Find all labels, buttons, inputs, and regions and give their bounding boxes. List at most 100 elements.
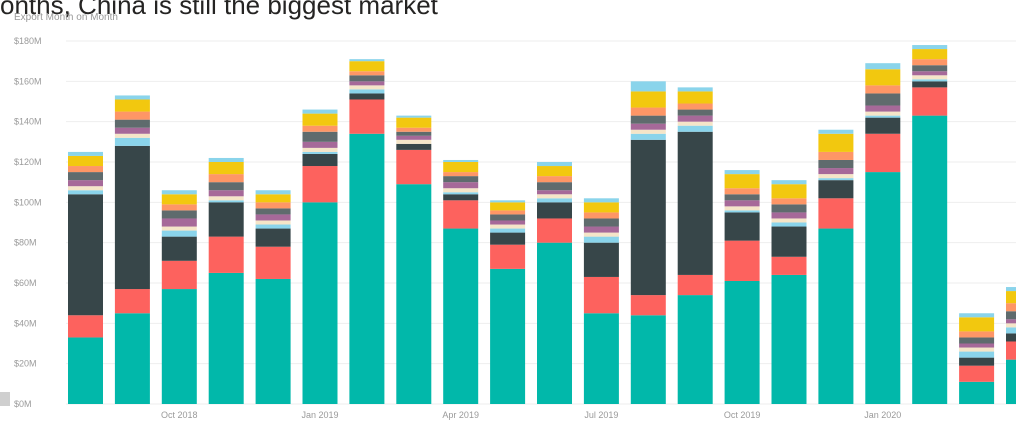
- bar-segment[interactable]: [912, 79, 948, 82]
- bar-segment[interactable]: [68, 166, 103, 173]
- bar-segment[interactable]: [1006, 327, 1016, 334]
- bar-segment[interactable]: [490, 224, 526, 229]
- bar-segment[interactable]: [114, 119, 150, 128]
- bar-segment[interactable]: [771, 222, 807, 227]
- bar-segment[interactable]: [68, 180, 103, 187]
- bar-segment[interactable]: [818, 198, 854, 229]
- bar-segment[interactable]: [208, 157, 244, 162]
- bar-segment[interactable]: [396, 131, 432, 136]
- bar-segment[interactable]: [818, 228, 854, 404]
- bar-segment[interactable]: [208, 174, 244, 183]
- bar-segment[interactable]: [443, 188, 479, 193]
- bar-segment[interactable]: [68, 172, 103, 181]
- bar-segment[interactable]: [865, 111, 901, 116]
- bar-segment[interactable]: [959, 351, 995, 358]
- bar-segment[interactable]: [865, 93, 901, 106]
- bar-segment[interactable]: [771, 180, 807, 185]
- bar-segment[interactable]: [161, 210, 197, 219]
- bar-segment[interactable]: [255, 202, 291, 209]
- bar-segment[interactable]: [302, 147, 338, 152]
- bar-segment[interactable]: [677, 131, 713, 275]
- bar-segment[interactable]: [865, 133, 901, 173]
- bar-segment[interactable]: [537, 166, 572, 177]
- bar-segment[interactable]: [865, 63, 901, 70]
- bar-segment[interactable]: [771, 218, 807, 223]
- bar-segment[interactable]: [583, 218, 619, 227]
- bar-segment[interactable]: [959, 381, 995, 404]
- bar-segment[interactable]: [490, 228, 526, 233]
- bar-segment[interactable]: [68, 155, 103, 167]
- bar-segment[interactable]: [349, 99, 385, 134]
- bar-segment[interactable]: [161, 218, 197, 227]
- bar-segment[interactable]: [490, 232, 526, 245]
- bar-segment[interactable]: [818, 129, 854, 134]
- bar-segment[interactable]: [537, 242, 572, 404]
- bar-segment[interactable]: [302, 125, 338, 132]
- bar-segment[interactable]: [255, 208, 291, 215]
- bar-segment[interactable]: [208, 182, 244, 191]
- bar-segment[interactable]: [490, 214, 526, 221]
- bar-segment[interactable]: [349, 71, 385, 76]
- bar-segment[interactable]: [349, 93, 385, 100]
- bar-segment[interactable]: [161, 260, 197, 290]
- bar-segment[interactable]: [114, 133, 150, 138]
- bar-segment[interactable]: [114, 145, 150, 290]
- bar-stack[interactable]: [208, 157, 244, 404]
- bar-segment[interactable]: [583, 226, 619, 233]
- bar-segment[interactable]: [443, 192, 479, 195]
- bar-segment[interactable]: [771, 226, 807, 257]
- bar-segment[interactable]: [302, 202, 338, 404]
- bar-segment[interactable]: [583, 198, 619, 203]
- bar-stack[interactable]: [114, 95, 150, 404]
- bar-stack[interactable]: [959, 313, 995, 404]
- bar-segment[interactable]: [443, 200, 479, 229]
- bar-segment[interactable]: [490, 244, 526, 269]
- bar-segment[interactable]: [912, 81, 948, 88]
- bar-segment[interactable]: [959, 337, 995, 344]
- bar-segment[interactable]: [677, 274, 713, 296]
- bar-segment[interactable]: [490, 210, 526, 215]
- bar-segment[interactable]: [583, 276, 619, 314]
- bar-stack[interactable]: [537, 162, 572, 404]
- bar-segment[interactable]: [912, 71, 948, 76]
- bar-segment[interactable]: [396, 143, 432, 150]
- bar-segment[interactable]: [537, 202, 572, 219]
- bar-segment[interactable]: [724, 170, 760, 175]
- bar-segment[interactable]: [490, 268, 526, 404]
- bar-stack[interactable]: [1006, 287, 1016, 404]
- bar-segment[interactable]: [818, 168, 854, 175]
- bar-segment[interactable]: [161, 289, 197, 404]
- bar-segment[interactable]: [1006, 311, 1016, 320]
- bar-segment[interactable]: [630, 81, 666, 92]
- bar-segment[interactable]: [255, 194, 291, 203]
- bar-segment[interactable]: [959, 313, 995, 318]
- bar-segment[interactable]: [912, 45, 948, 50]
- bar-segment[interactable]: [865, 105, 901, 112]
- bar-stack[interactable]: [912, 45, 948, 404]
- bar-segment[interactable]: [68, 186, 103, 191]
- bar-segment[interactable]: [630, 107, 666, 116]
- bar-stack[interactable]: [630, 81, 666, 404]
- bar-segment[interactable]: [255, 220, 291, 225]
- bar-segment[interactable]: [396, 115, 432, 118]
- bar-segment[interactable]: [630, 129, 666, 134]
- bar-segment[interactable]: [443, 159, 479, 162]
- bar-segment[interactable]: [865, 85, 901, 94]
- bar-segment[interactable]: [912, 75, 948, 80]
- bar-segment[interactable]: [630, 123, 666, 130]
- bar-segment[interactable]: [677, 125, 713, 132]
- bar-segment[interactable]: [912, 49, 948, 60]
- bar-segment[interactable]: [630, 115, 666, 124]
- bar-segment[interactable]: [912, 115, 948, 404]
- bar-segment[interactable]: [912, 87, 948, 116]
- bar-segment[interactable]: [349, 133, 385, 404]
- bar-segment[interactable]: [771, 204, 807, 213]
- bar-segment[interactable]: [583, 313, 619, 404]
- bar-segment[interactable]: [208, 200, 244, 203]
- bar-segment[interactable]: [302, 141, 338, 148]
- bar-segment[interactable]: [537, 190, 572, 195]
- bar-segment[interactable]: [114, 127, 150, 134]
- bar-segment[interactable]: [912, 59, 948, 66]
- bar-stack[interactable]: [771, 180, 807, 404]
- bar-segment[interactable]: [724, 210, 760, 213]
